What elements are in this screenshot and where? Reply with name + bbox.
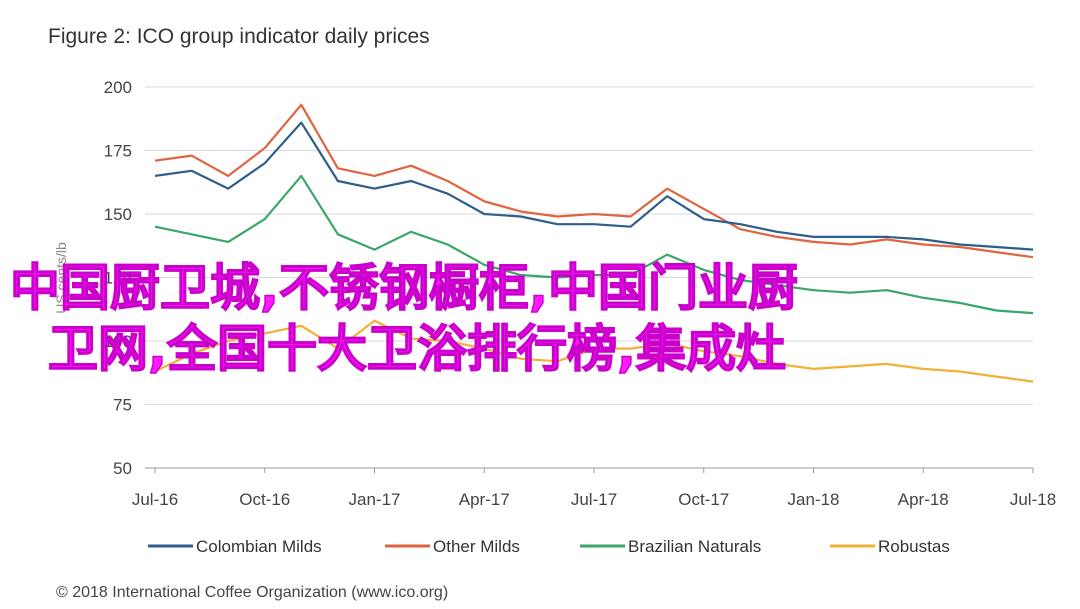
x-tick-label: Jul-18: [1010, 490, 1056, 509]
y-tick-label: 150: [104, 205, 132, 224]
series-line-robustas: [154, 319, 1034, 383]
x-tick-label: Apr-18: [898, 490, 949, 509]
chart-title: Figure 2: ICO group indicator daily pric…: [48, 25, 430, 48]
x-tick-label: Jul-16: [132, 490, 178, 509]
y-axis-ticks: 50 75 100 125 150 175 200: [104, 78, 132, 478]
legend-label: Colombian Milds: [196, 537, 322, 556]
overlay-line-1: 中国厨卫城,不锈钢橱柜,中国门业厨: [10, 259, 798, 317]
series-line-other-milds: [154, 103, 1034, 259]
y-tick-label: 50: [113, 459, 132, 478]
series-line-colombian-milds: [154, 121, 1034, 251]
copyright-footer: © 2018 International Coffee Organization…: [56, 584, 448, 601]
legend-label: Brazilian Naturals: [628, 537, 761, 556]
x-tick-label: Jan-18: [788, 490, 840, 509]
x-axis-ticks: Jul-16 Oct-16 Jan-17 Apr-17 Jul-17 Oct-17 Jan-…: [132, 467, 1056, 509]
y-tick-label: 175: [104, 142, 132, 161]
series-lines: [154, 103, 1034, 383]
x-tick-label: Jan-17: [349, 490, 401, 509]
x-tick-label: Oct-16: [239, 490, 290, 509]
overlay-banner: 中国厨卫城,不锈钢橱柜,中国门业厨 卫网,全国十大卫浴排行榜,集成灶: [9, 258, 799, 379]
y-tick-label: 100: [104, 332, 132, 351]
x-tick-label: Apr-17: [459, 490, 510, 509]
overlay-line-2: 卫网,全国十大卫浴排行榜,集成灶: [48, 320, 786, 378]
y-tick-label: 75: [113, 396, 132, 415]
legend: Colombian Milds Other Milds Brazilian Natu…: [148, 537, 950, 556]
y-tick-label: 125: [104, 269, 132, 288]
y-tick-label: 200: [104, 78, 132, 97]
y-axis-label: US cents/lb: [53, 242, 69, 314]
legend-label: Other Milds: [433, 537, 520, 556]
x-tick-label: Jul-17: [571, 490, 617, 509]
x-tick-label: Oct-17: [678, 490, 729, 509]
legend-label: Robustas: [878, 537, 950, 556]
series-line-brazilian-naturals: [154, 174, 1034, 315]
